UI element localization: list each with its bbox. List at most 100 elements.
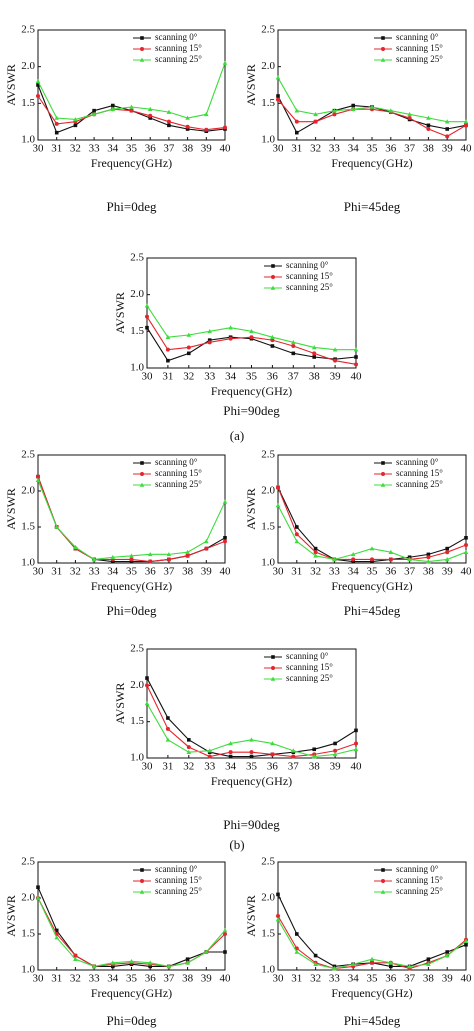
x-tick-label: 36 bbox=[267, 371, 279, 383]
caption: Phi=90deg bbox=[223, 817, 280, 832]
marker bbox=[54, 130, 59, 135]
marker bbox=[249, 737, 254, 742]
legend-marker bbox=[271, 275, 275, 279]
marker bbox=[463, 938, 469, 943]
x-tick-label: 38 bbox=[182, 973, 194, 985]
series-line bbox=[146, 305, 356, 351]
caption: Phi=0deg bbox=[107, 199, 157, 214]
caption: Phi=45deg bbox=[344, 603, 401, 618]
legend-label: scanning 25° bbox=[396, 479, 443, 489]
marker bbox=[223, 125, 227, 130]
legend-label: scanning 15° bbox=[155, 468, 202, 478]
marker bbox=[445, 950, 449, 954]
x-tick-label: 32 bbox=[70, 566, 81, 578]
x-tick-label: 38 bbox=[309, 761, 321, 773]
marker bbox=[204, 127, 209, 132]
legend-marker bbox=[271, 666, 275, 670]
y-axis-label: AVSWR bbox=[113, 292, 127, 334]
marker bbox=[187, 351, 191, 356]
x-tick-label: 31 bbox=[51, 566, 62, 578]
marker bbox=[369, 104, 375, 109]
x-tick-label: 37 bbox=[163, 143, 175, 155]
series-line bbox=[37, 476, 226, 563]
legend-marker bbox=[140, 461, 144, 465]
x-tick-label: 36 bbox=[385, 143, 397, 155]
marker bbox=[73, 123, 78, 128]
marker bbox=[167, 123, 171, 128]
marker bbox=[91, 557, 97, 562]
legend-label: scanning 25° bbox=[396, 886, 443, 896]
legend-label: scanning 0° bbox=[396, 457, 439, 467]
marker bbox=[185, 124, 190, 129]
marker bbox=[388, 960, 394, 965]
x-tick-label: 40 bbox=[351, 761, 363, 773]
marker bbox=[445, 134, 450, 139]
marker bbox=[35, 477, 41, 482]
x-tick-label: 31 bbox=[162, 371, 173, 383]
legend-marker bbox=[271, 655, 275, 659]
y-axis-label: AVSWR bbox=[4, 488, 18, 530]
legend-marker bbox=[140, 472, 144, 476]
marker bbox=[228, 336, 233, 341]
x-tick-label: 40 bbox=[461, 143, 473, 155]
marker bbox=[223, 950, 227, 954]
marker bbox=[54, 115, 59, 120]
y-tick-label: 2.0 bbox=[261, 892, 275, 904]
x-axis-label: Frequency(GHz) bbox=[331, 156, 412, 170]
marker bbox=[313, 550, 318, 555]
marker bbox=[185, 957, 190, 961]
x-tick-label: 36 bbox=[385, 973, 397, 985]
y-axis-label: AVSWR bbox=[113, 683, 127, 725]
marker bbox=[147, 551, 153, 557]
x-tick-label: 34 bbox=[107, 143, 119, 155]
x-tick-label: 35 bbox=[126, 566, 138, 578]
marker bbox=[36, 94, 40, 98]
x-tick-label: 34 bbox=[107, 973, 119, 985]
marker bbox=[223, 539, 227, 544]
x-axis-label: Frequency(GHz) bbox=[211, 384, 292, 398]
x-axis-label: Frequency(GHz) bbox=[331, 986, 412, 1000]
x-tick-label: 30 bbox=[33, 143, 45, 155]
legend-label: scanning 15° bbox=[396, 43, 443, 53]
marker bbox=[350, 106, 356, 111]
x-tick-label: 34 bbox=[348, 973, 360, 985]
marker bbox=[353, 347, 359, 352]
y-tick-label: 1.0 bbox=[261, 134, 275, 146]
x-tick-label: 38 bbox=[423, 973, 435, 985]
marker bbox=[311, 754, 317, 759]
legend-label: scanning 15° bbox=[155, 43, 202, 53]
x-tick-label: 30 bbox=[142, 761, 154, 773]
x-tick-label: 40 bbox=[220, 566, 232, 578]
marker bbox=[223, 932, 227, 936]
x-tick-label: 38 bbox=[182, 566, 194, 578]
x-axis-label: Frequency(GHz) bbox=[331, 579, 412, 593]
y-tick-label: 1.5 bbox=[21, 521, 35, 533]
marker bbox=[275, 917, 281, 922]
legend-label: scanning 15° bbox=[286, 271, 333, 281]
x-tick-label: 38 bbox=[309, 371, 321, 383]
legend-marker bbox=[140, 36, 144, 40]
y-tick-label: 1.0 bbox=[261, 964, 275, 976]
x-tick-label: 37 bbox=[404, 566, 416, 578]
marker bbox=[370, 960, 374, 965]
legend-label: scanning 15° bbox=[155, 875, 202, 885]
marker bbox=[332, 751, 338, 757]
marker bbox=[166, 109, 172, 114]
legend-marker bbox=[139, 57, 145, 62]
y-tick-label: 1.5 bbox=[261, 521, 275, 533]
marker bbox=[54, 928, 59, 933]
marker bbox=[207, 340, 212, 345]
marker bbox=[166, 716, 170, 720]
marker bbox=[464, 536, 468, 540]
x-tick-label: 34 bbox=[348, 143, 360, 155]
marker bbox=[445, 127, 449, 131]
marker bbox=[91, 111, 97, 117]
caption: Phi=90deg bbox=[223, 403, 280, 418]
x-tick-label: 32 bbox=[310, 143, 321, 155]
y-axis-label: AVSWR bbox=[4, 895, 18, 937]
x-tick-label: 33 bbox=[329, 143, 341, 155]
series-line bbox=[37, 479, 226, 560]
legend-marker bbox=[270, 676, 276, 681]
marker bbox=[129, 958, 134, 964]
marker bbox=[207, 328, 212, 334]
